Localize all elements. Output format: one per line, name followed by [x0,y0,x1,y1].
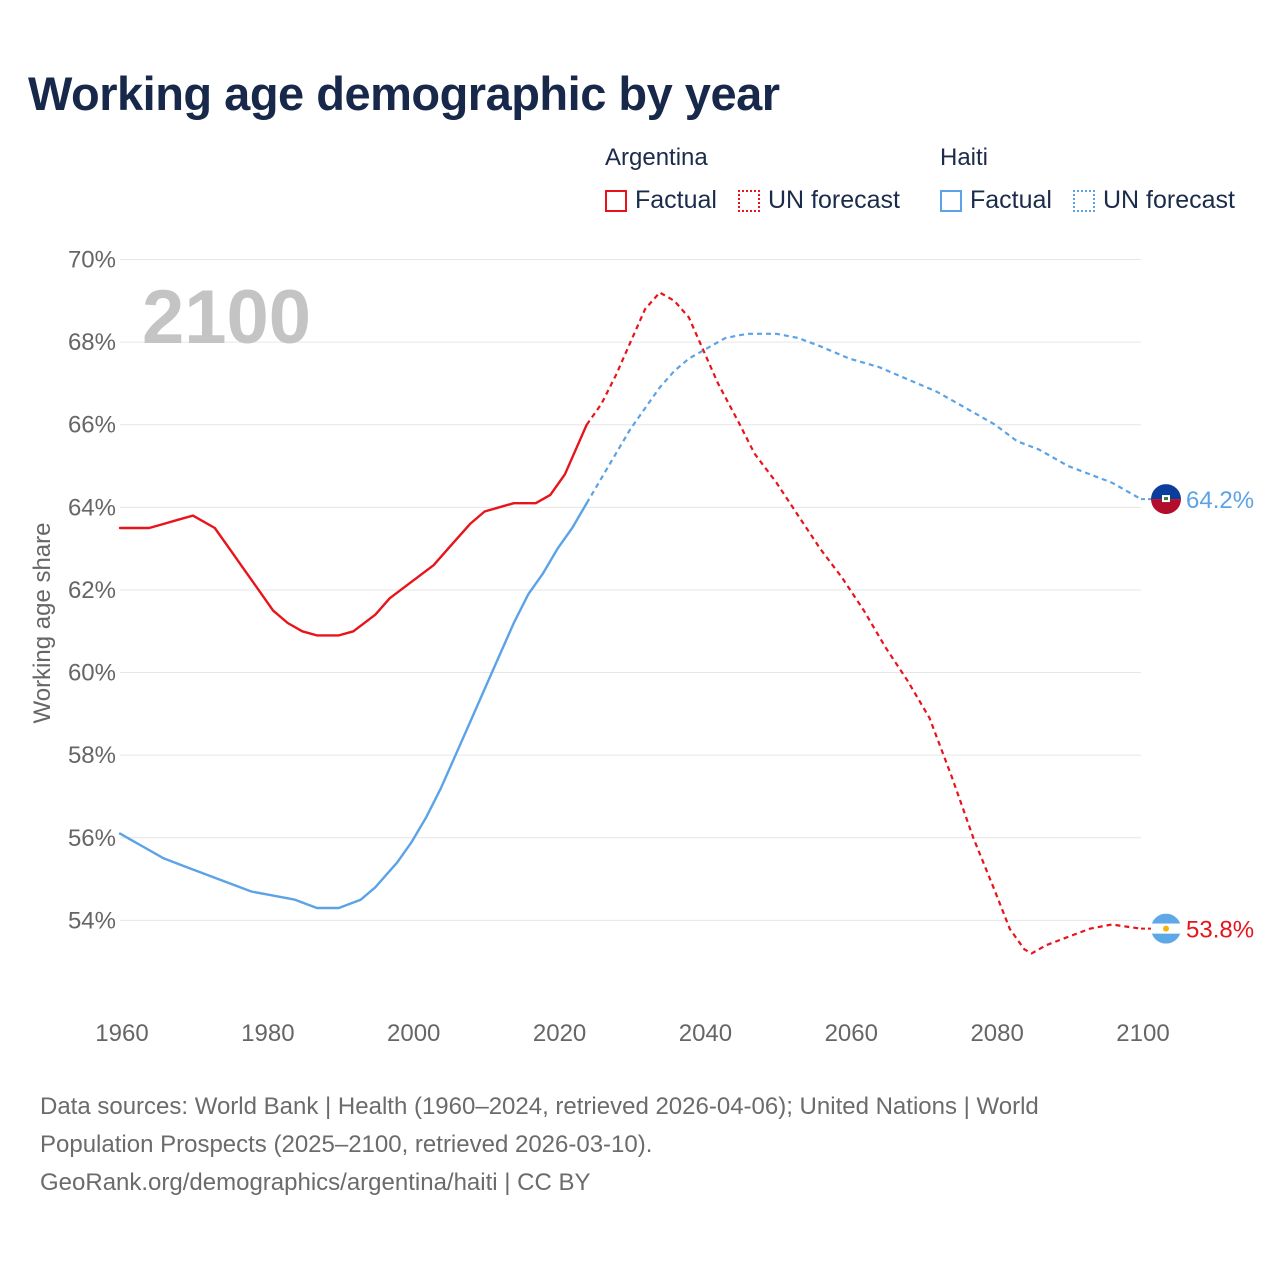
legend-argentina-factual[interactable]: Factual [605,186,717,215]
x-tick-label: 2000 [387,1020,440,1047]
argentina-flag-icon [1151,913,1181,944]
end-markers: 64.2% 53.8% [1141,484,1254,944]
y-axis-label: Working age share [29,523,56,724]
legend-swatch-haiti-forecast [1073,189,1095,212]
footer-sources-line1: Data sources: World Bank | Health (1960–… [40,1093,1039,1120]
x-tick-label: 1980 [241,1020,294,1047]
legend-argentina-forecast[interactable]: UN forecast [738,186,900,215]
x-tick-label: 2060 [825,1020,878,1047]
y-tick-label: 56% [68,825,116,852]
y-tick-label: 66% [68,412,116,439]
series-line-argentina-forecast[interactable] [585,291,1142,955]
y-tick-label: 60% [68,660,116,687]
legend-haiti-forecast[interactable]: UN forecast [1073,186,1235,215]
y-tick-label: 70% [68,247,116,274]
footer-sources-line2: Population Prospects (2025–2100, retriev… [40,1131,653,1158]
x-axis-ticks: 1960 1980 2000 2020 2040 2060 2080 2100 [95,1020,1169,1047]
chart-title: Working age demographic by year [28,67,780,120]
legend-haiti-factual[interactable]: Factual [940,186,1052,215]
line-chart: 54% 56% 58% 60% 62% 64% 66% 68% 70% 1960 1980 2000… [29,247,1254,1048]
y-tick-label: 62% [68,577,116,604]
legend-swatch-haiti-factual [940,189,962,212]
series-lines [118,291,1142,955]
legend-swatch-argentina-factual [605,189,627,212]
x-tick-label: 2040 [679,1020,732,1047]
legend-label: Factual [970,186,1052,214]
footer-attribution[interactable]: GeoRank.org/demographics/argentina/haiti… [40,1169,591,1196]
series-line-argentina-factual[interactable] [118,423,588,637]
x-tick-label: 2080 [970,1020,1023,1047]
y-axis-ticks: 54% 56% 58% 60% 62% 64% 66% 68% 70% [68,247,116,935]
year-watermark: 2100 [142,275,311,360]
y-tick-label: 58% [68,742,116,769]
haiti-flag-icon [1151,484,1181,515]
legend-label: UN forecast [768,186,900,214]
y-tick-label: 54% [68,907,116,934]
legend-label: UN forecast [1103,186,1235,214]
x-tick-label: 2100 [1116,1020,1169,1047]
y-tick-label: 64% [68,494,116,521]
grid-lines [120,259,1141,921]
legend-label: Factual [635,186,717,214]
end-label-haiti: 64.2% [1186,487,1254,514]
end-label-argentina: 53.8% [1186,917,1254,944]
footer: Data sources: World Bank | Health (1960–… [40,1088,1200,1202]
y-tick-label: 68% [68,329,116,356]
series-line-haiti-forecast[interactable] [585,332,1142,504]
x-tick-label: 2020 [533,1020,586,1047]
legend-group-argentina: Argentina [605,144,708,171]
legend-group-haiti: Haiti [940,144,989,171]
legend-swatch-argentina-forecast [738,189,760,212]
x-tick-label: 1960 [95,1020,148,1047]
series-line-haiti-factual[interactable] [118,502,588,910]
